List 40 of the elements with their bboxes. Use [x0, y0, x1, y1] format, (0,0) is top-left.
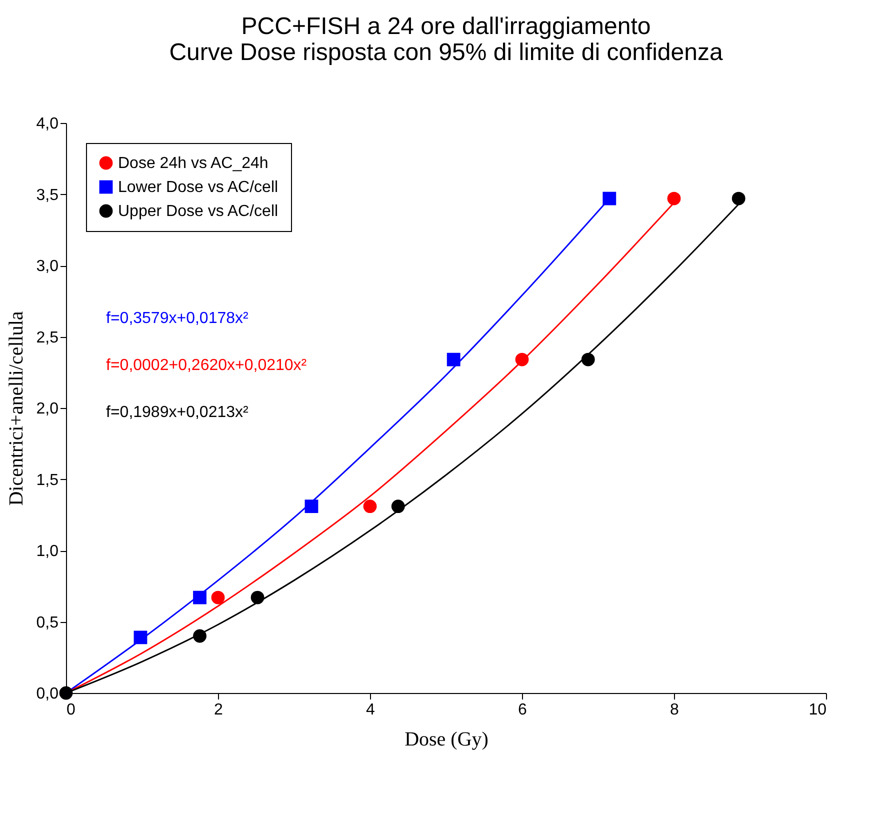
x-tick-label: 10 [808, 702, 827, 718]
point [667, 192, 681, 206]
point [193, 629, 206, 643]
point [581, 352, 595, 366]
y-tick-label: 0,0 [36, 686, 59, 702]
legend-label: Dose 24h vs AC_24h [118, 155, 268, 172]
y-tick-label: 0,5 [36, 614, 59, 632]
x-tick-label: 2 [214, 702, 224, 718]
point [211, 590, 225, 604]
y-tick-label: 2,5 [36, 329, 59, 346]
legend-label: Upper Dose vs AC/cell [118, 203, 278, 220]
y-tick-label: 1,0 [36, 543, 59, 560]
text: PCC+FISH a 24 ore dall'irraggiamento [241, 13, 651, 40]
legend-label: Lower Dose vs AC/cell [118, 179, 278, 196]
y-tick-label: 2,0 [36, 400, 59, 418]
point [193, 590, 206, 604]
point [391, 500, 405, 514]
x-tick-label: 8 [670, 702, 680, 718]
point [59, 686, 73, 700]
text: Curve Dose risposta con 95% di limite di confidenza [169, 39, 723, 66]
y-tick-label: 4,0 [36, 116, 59, 132]
x-axis-title: Dose (Gy) [404, 728, 488, 750]
point [134, 630, 148, 644]
point [515, 352, 529, 366]
point [304, 500, 318, 514]
y-tick-label: 3,5 [36, 186, 59, 204]
annotation: f=0,1989x+0,0213x² [106, 404, 250, 421]
y-tick-label: 3,0 [36, 258, 59, 275]
annotation: f=0,0002+0,2620x+0,0210x² [106, 357, 308, 374]
point [446, 352, 460, 366]
x-tick-label: 0 [66, 702, 76, 718]
annotation: f=0,3579x+0,0178x² [106, 310, 250, 327]
point [732, 192, 746, 206]
y-tick-label: 1,5 [36, 472, 59, 489]
x-tick-label: 6 [518, 702, 528, 718]
point [250, 590, 264, 604]
point [363, 500, 377, 514]
x-tick-label: 4 [366, 702, 376, 718]
y-axis-title: Dicentrici+anelli/cellula [5, 311, 28, 506]
point [602, 192, 616, 206]
